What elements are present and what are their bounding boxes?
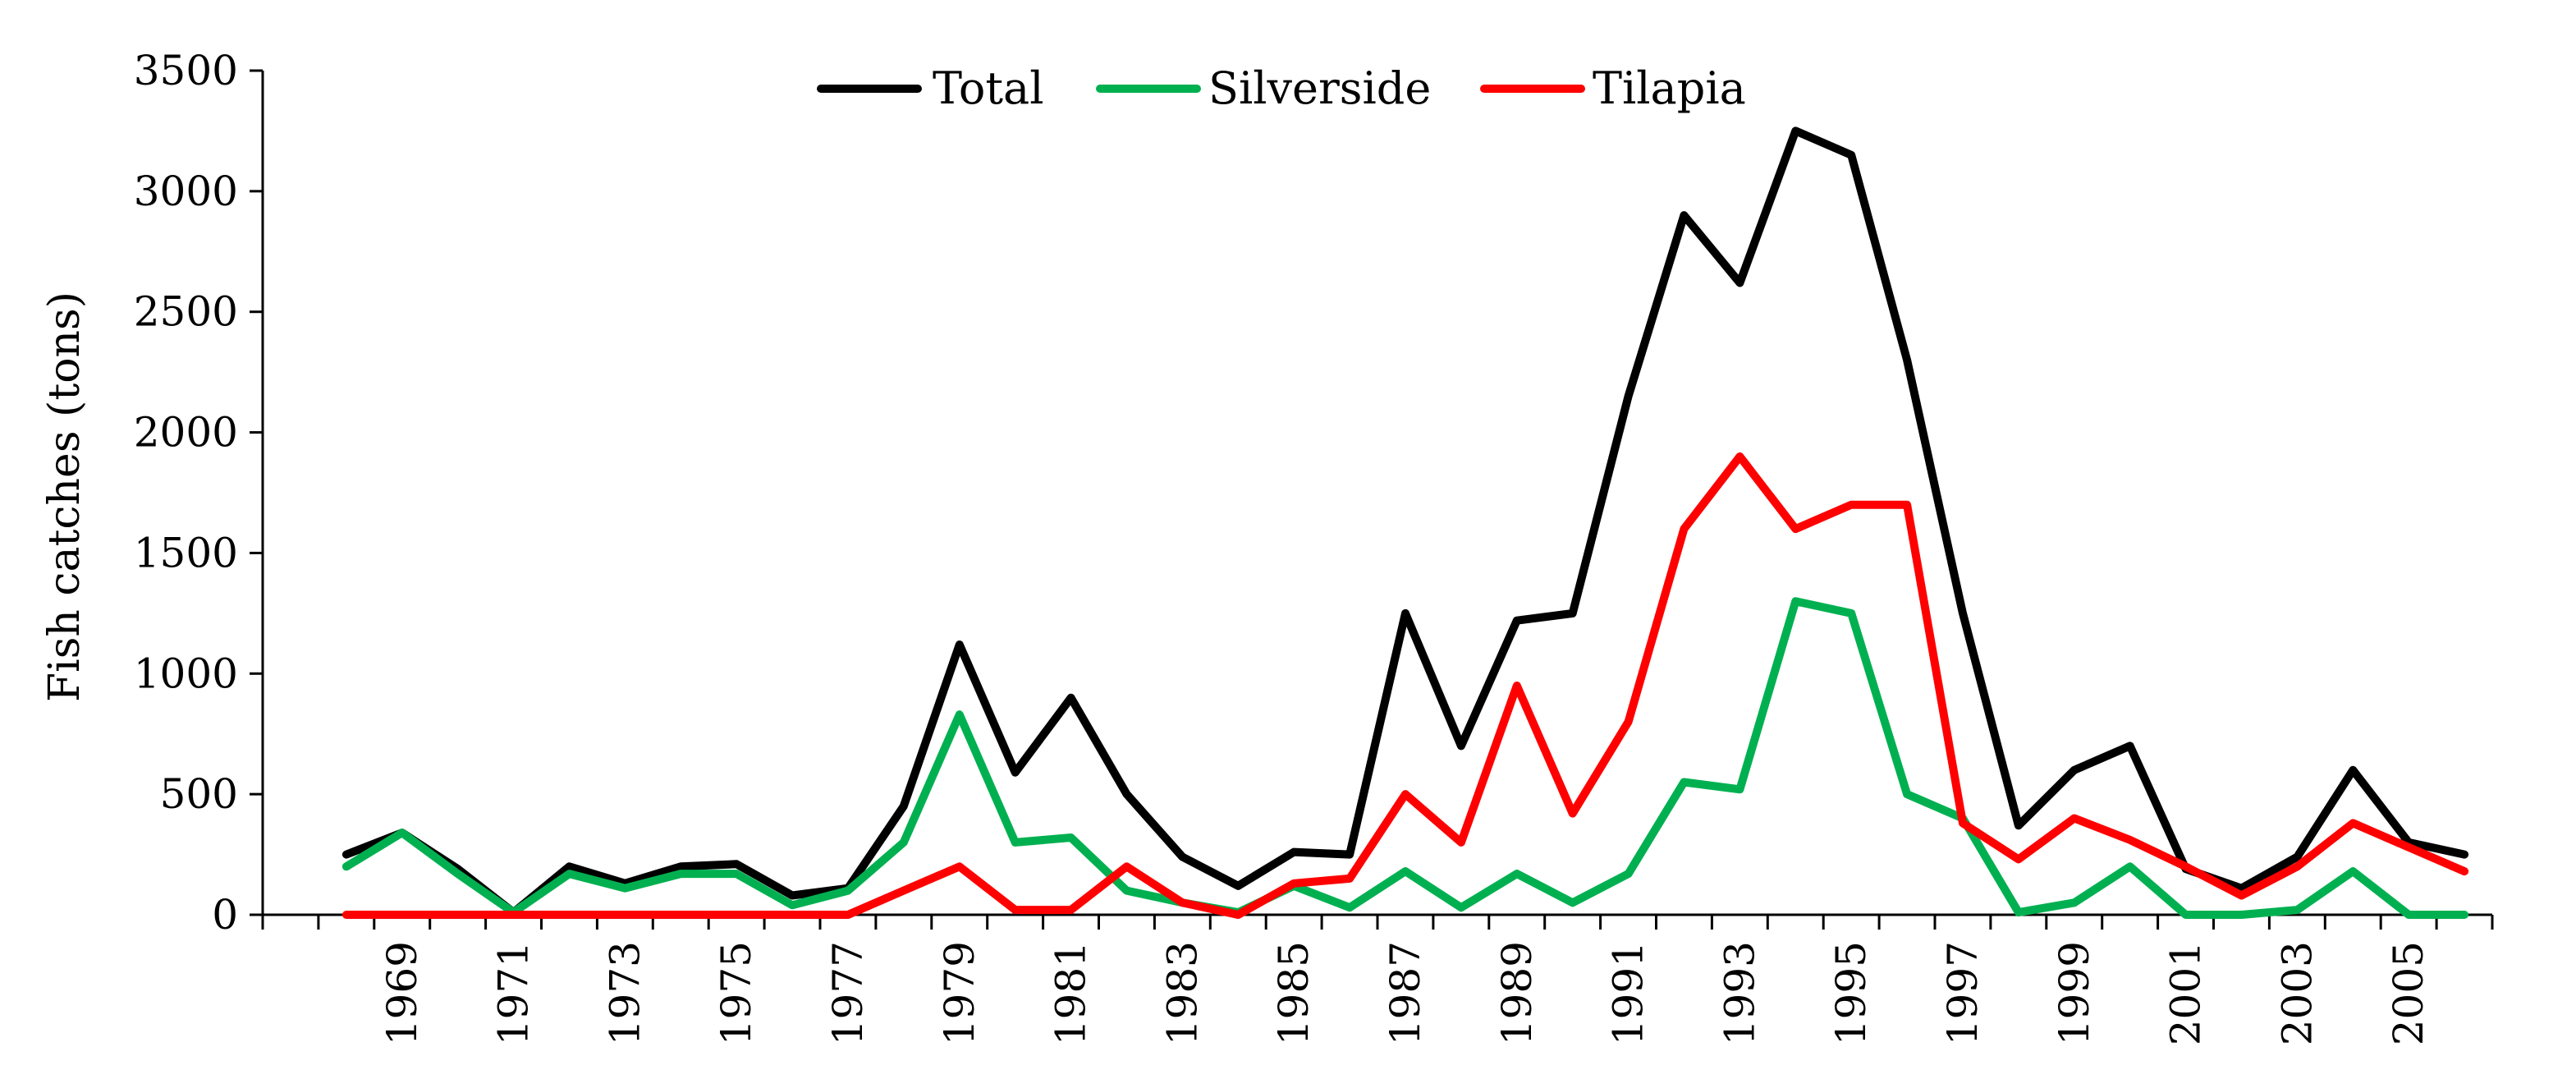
y-tick-label: 3000 bbox=[134, 168, 238, 215]
x-tick-label: 1979 bbox=[936, 941, 983, 1045]
x-axis: 1969 1971 1973 1975 1977 1979 1981 1983 1985 1987… bbox=[261, 913, 2494, 1045]
x-tick-label: 1987 bbox=[1382, 941, 1429, 1045]
y-tick-label: 500 bbox=[160, 770, 238, 818]
x-tick-label: 1975 bbox=[713, 941, 760, 1045]
x-tick-label: 1999 bbox=[2051, 941, 2098, 1045]
y-tick-label: 2500 bbox=[134, 288, 238, 336]
y-tick-label: 1000 bbox=[134, 650, 238, 697]
legend: Total Silverside Tilapia bbox=[817, 62, 1746, 114]
x-tick-label: 1983 bbox=[1158, 941, 1206, 1045]
y-axis-label: Fish catches (tons) bbox=[40, 292, 89, 702]
x-tick-label: 2001 bbox=[2162, 941, 2210, 1045]
x-tick-label: 1969 bbox=[378, 941, 426, 1045]
y-tick-label: 2000 bbox=[134, 409, 238, 457]
series-line-total bbox=[341, 126, 2469, 917]
x-tick-label: 1993 bbox=[1716, 941, 1763, 1045]
y-tick-label: 1500 bbox=[134, 529, 238, 576]
x-tick-label: 1995 bbox=[1827, 941, 1875, 1045]
legend-label-total: Total bbox=[933, 62, 1044, 114]
x-tick-label: 1971 bbox=[490, 941, 538, 1045]
x-tick-label: 1973 bbox=[601, 941, 649, 1045]
x-tick-label: 2005 bbox=[2385, 941, 2432, 1045]
x-tick-label: 1985 bbox=[1270, 941, 1318, 1045]
x-tick-label: 1977 bbox=[824, 941, 872, 1045]
x-tick-label: 2003 bbox=[2273, 941, 2321, 1045]
x-tick-label: 1997 bbox=[1939, 941, 1987, 1045]
legend-label-tilapia: Tilapia bbox=[1593, 62, 1746, 114]
y-tick-label: 0 bbox=[212, 891, 238, 939]
legend-label-silverside: Silverside bbox=[1208, 62, 1431, 114]
x-tick-label: 1991 bbox=[1605, 941, 1652, 1045]
x-tick-label: 1981 bbox=[1047, 941, 1095, 1045]
y-tick-label: 3500 bbox=[134, 47, 238, 94]
series-line-tilapia bbox=[341, 452, 2469, 919]
series-line-silverside bbox=[341, 597, 2469, 919]
x-tick-label: 1989 bbox=[1493, 941, 1541, 1045]
y-axis: 0 500 1000 1500 2000 2500 3000 3500 bbox=[134, 47, 264, 939]
series-layer bbox=[341, 126, 2469, 919]
